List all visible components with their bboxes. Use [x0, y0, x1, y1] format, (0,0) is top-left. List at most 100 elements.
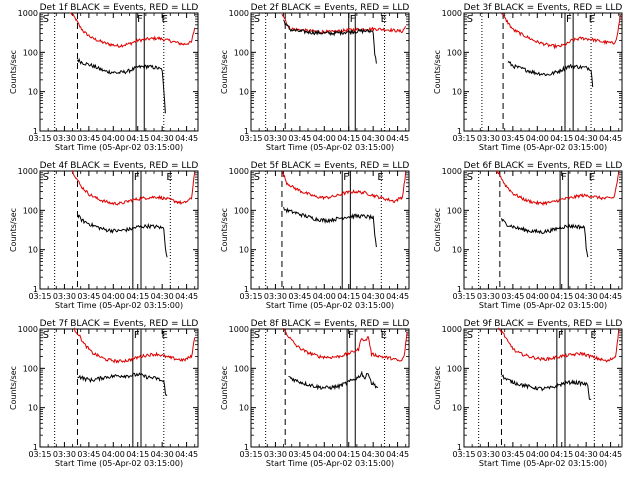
marker-letter-f: F [343, 172, 349, 183]
plot-frame [39, 328, 199, 448]
panel-9: Det 9f BLACK = Events, RED = LLD 1 10 100 10… [433, 319, 623, 468]
x-axis-label: Start Time (05-Apr-02 03:15:00) [479, 301, 607, 310]
y-tick-label: 1 [457, 443, 462, 452]
plot-frame [250, 12, 410, 132]
x-tick-label: 04:30 [575, 292, 598, 301]
plot-frame [39, 12, 199, 132]
x-tick-label: 03:45 [77, 450, 100, 459]
x-axis-label: Start Time (05-Apr-02 03:15:00) [266, 459, 394, 468]
x-tick-label: 03:45 [77, 134, 100, 143]
y-axis-label: Counts/sec [220, 366, 229, 410]
x-axis-label: Start Time (05-Apr-02 03:15:00) [266, 301, 394, 310]
y-axis-label: Counts/sec [220, 50, 229, 94]
y-axis-label: Counts/sec [9, 50, 18, 94]
x-tick-label: 04:15 [126, 450, 149, 459]
y-tick-label: 1 [33, 285, 38, 294]
y-tick-label: 10 [452, 88, 462, 97]
events-series-line [507, 60, 594, 88]
events-series-line [283, 19, 377, 64]
lld-series-line [283, 327, 408, 362]
x-axis-label: Start Time (05-Apr-02 03:15:00) [266, 143, 394, 152]
y-tick-label: 1 [244, 443, 249, 452]
x-tick-label: 03:45 [501, 292, 524, 301]
plot-frame [463, 328, 623, 448]
marker-letter-f: F [134, 172, 140, 183]
plot-frame [463, 12, 623, 132]
marker-letter-e: E [589, 14, 595, 25]
marker-letter-s: S [254, 14, 260, 25]
y-tick-label: 1 [33, 443, 38, 452]
lld-series-line [72, 170, 196, 206]
x-tick-label: 04:00 [102, 134, 125, 143]
x-tick-label: 04:45 [175, 134, 198, 143]
x-tick-label: 03:15 [28, 292, 51, 301]
plot-frame [250, 170, 410, 290]
y-tick-label: 1000 [229, 325, 249, 334]
x-tick-label: 03:45 [501, 450, 524, 459]
x-tick-label: 04:45 [599, 134, 622, 143]
plot-frame [39, 170, 199, 290]
events-series-line [501, 218, 589, 258]
y-tick-label: 100 [234, 48, 249, 57]
x-tick-label: 04:15 [337, 450, 360, 459]
x-tick-label: 04:30 [151, 292, 174, 301]
x-tick-label: 03:30 [53, 450, 76, 459]
x-tick-label: 04:15 [126, 134, 149, 143]
marker-letter-e: E [381, 14, 387, 25]
panel-1: Det 1f BLACK = Events, RED = LLD 1 10 100 10… [9, 3, 199, 152]
y-tick-label: 1000 [229, 167, 249, 176]
x-tick-label: 04:30 [362, 450, 385, 459]
events-series-line [77, 214, 168, 258]
marker-letter-f: F [558, 330, 564, 341]
marker-letter-s: S [254, 172, 260, 183]
y-tick-label: 1 [457, 285, 462, 294]
y-tick-label: 100 [234, 206, 249, 215]
marker-letter-f: F [561, 172, 567, 183]
lld-series-line [73, 327, 196, 364]
panel-3: Det 3f BLACK = Events, RED = LLD 1 10 100 10… [433, 3, 623, 152]
y-tick-label: 10 [452, 246, 462, 255]
events-series-line [77, 372, 168, 397]
y-tick-label: 100 [23, 364, 38, 373]
x-tick-label: 03:45 [77, 292, 100, 301]
x-tick-label: 03:30 [53, 134, 76, 143]
y-tick-label: 100 [234, 364, 249, 373]
marker-letter-s: S [467, 14, 473, 25]
marker-letter-e: E [162, 330, 168, 341]
y-tick-label: 1000 [18, 325, 38, 334]
x-tick-label: 03:30 [264, 450, 287, 459]
y-tick-label: 100 [447, 206, 462, 215]
x-tick-label: 04:00 [313, 450, 336, 459]
panel-2: Det 2f BLACK = Events, RED = LLD 1 10 100 10… [220, 3, 410, 152]
panel-8: Det 8f BLACK = Events, RED = LLD 1 10 100 10… [220, 319, 410, 468]
x-axis-label: Start Time (05-Apr-02 03:15:00) [55, 459, 183, 468]
lld-series-line [70, 12, 196, 49]
x-tick-label: 04:00 [526, 134, 549, 143]
marker-letter-e: E [590, 330, 596, 341]
y-tick-label: 10 [28, 246, 38, 255]
x-tick-label: 04:45 [386, 134, 409, 143]
panel-title: Det 4f BLACK = Events, RED = LLD [40, 161, 199, 171]
marker-letter-f: F [134, 330, 140, 341]
y-tick-label: 1000 [229, 9, 249, 18]
y-tick-label: 10 [452, 404, 462, 413]
y-tick-label: 1 [244, 127, 249, 136]
x-tick-label: 03:15 [452, 134, 475, 143]
y-tick-label: 1000 [442, 167, 462, 176]
y-tick-label: 10 [239, 404, 249, 413]
marker-letter-e: E [162, 14, 168, 25]
marker-letter-e: E [381, 330, 387, 341]
y-axis-label: Counts/sec [433, 208, 442, 252]
panel-4: Det 4f BLACK = Events, RED = LLD 1 10 100 10… [9, 161, 199, 310]
y-axis-label: Counts/sec [9, 366, 18, 410]
x-tick-label: 03:30 [264, 134, 287, 143]
x-tick-label: 03:30 [53, 292, 76, 301]
x-tick-label: 03:15 [239, 292, 262, 301]
x-tick-label: 03:45 [288, 450, 311, 459]
x-tick-label: 03:15 [28, 450, 51, 459]
x-axis-label: Start Time (05-Apr-02 03:15:00) [55, 143, 183, 152]
y-axis-label: Counts/sec [433, 366, 442, 410]
panel-5: Det 5f BLACK = Events, RED = LLD 1 10 100 10… [220, 161, 410, 310]
